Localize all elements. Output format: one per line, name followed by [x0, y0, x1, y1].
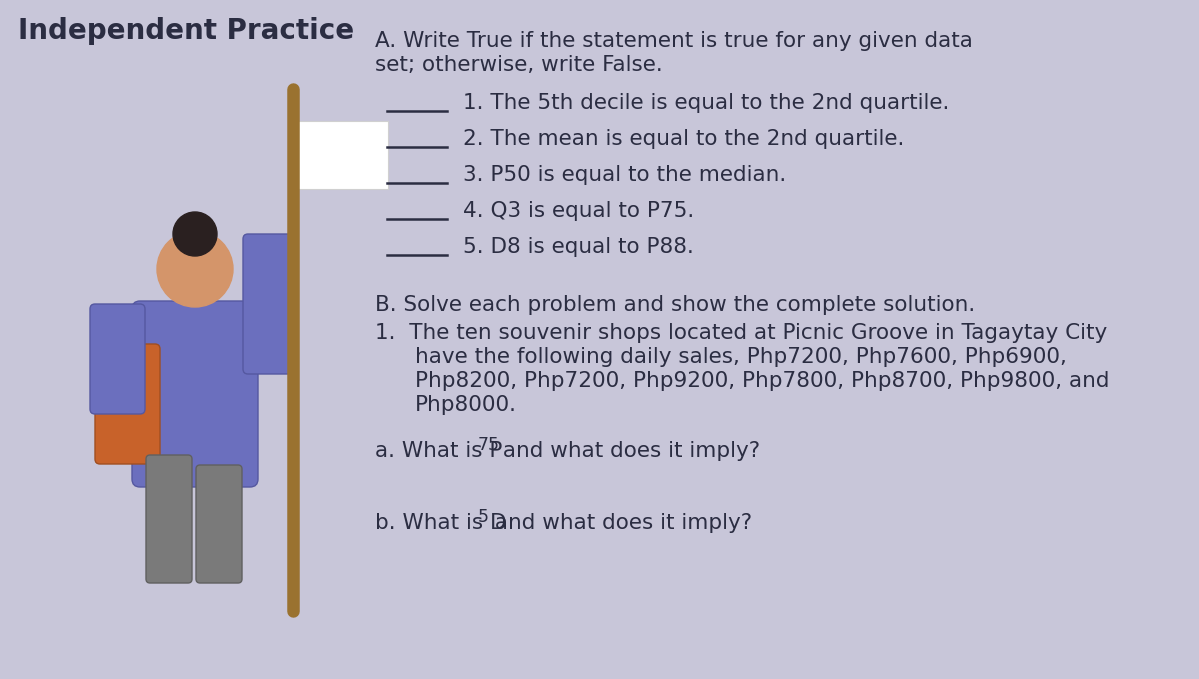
Text: 3. P50 is equal to the median.: 3. P50 is equal to the median. [463, 165, 787, 185]
Circle shape [173, 212, 217, 256]
FancyBboxPatch shape [243, 234, 295, 374]
Text: set; otherwise, write False.: set; otherwise, write False. [375, 55, 663, 75]
FancyBboxPatch shape [90, 304, 145, 414]
Circle shape [157, 231, 233, 307]
FancyBboxPatch shape [95, 344, 159, 464]
Text: B. Solve each problem and show the complete solution.: B. Solve each problem and show the compl… [375, 295, 975, 315]
Text: Php8200, Php7200, Php9200, Php7800, Php8700, Php9800, and: Php8200, Php7200, Php9200, Php7800, Php8… [415, 371, 1109, 391]
Text: 2. The mean is equal to the 2nd quartile.: 2. The mean is equal to the 2nd quartile… [463, 129, 904, 149]
Text: a. What is P: a. What is P [375, 441, 502, 461]
Text: and what does it imply?: and what does it imply? [495, 441, 760, 461]
Text: 1. The 5th decile is equal to the 2nd quartile.: 1. The 5th decile is equal to the 2nd qu… [463, 93, 950, 113]
Text: Php8000.: Php8000. [415, 395, 517, 415]
Text: 5. D8 is equal to P88.: 5. D8 is equal to P88. [463, 237, 694, 257]
FancyBboxPatch shape [132, 301, 258, 487]
Text: Independent Practice: Independent Practice [18, 17, 354, 45]
Text: have the following daily sales, Php7200, Php7600, Php6900,: have the following daily sales, Php7200,… [415, 347, 1067, 367]
Text: 5: 5 [477, 508, 489, 526]
Text: b. What is D: b. What is D [375, 513, 506, 533]
Text: A. Write True if the statement is true for any given data: A. Write True if the statement is true f… [375, 31, 972, 51]
Text: 4. Q3 is equal to P75.: 4. Q3 is equal to P75. [463, 201, 694, 221]
FancyBboxPatch shape [195, 465, 242, 583]
FancyBboxPatch shape [146, 455, 192, 583]
Text: 1.  The ten souvenir shops located at Picnic Groove in Tagaytay City: 1. The ten souvenir shops located at Pic… [375, 323, 1107, 343]
Text: 75: 75 [477, 436, 500, 454]
Text: and what does it imply?: and what does it imply? [488, 513, 752, 533]
FancyBboxPatch shape [293, 121, 388, 189]
